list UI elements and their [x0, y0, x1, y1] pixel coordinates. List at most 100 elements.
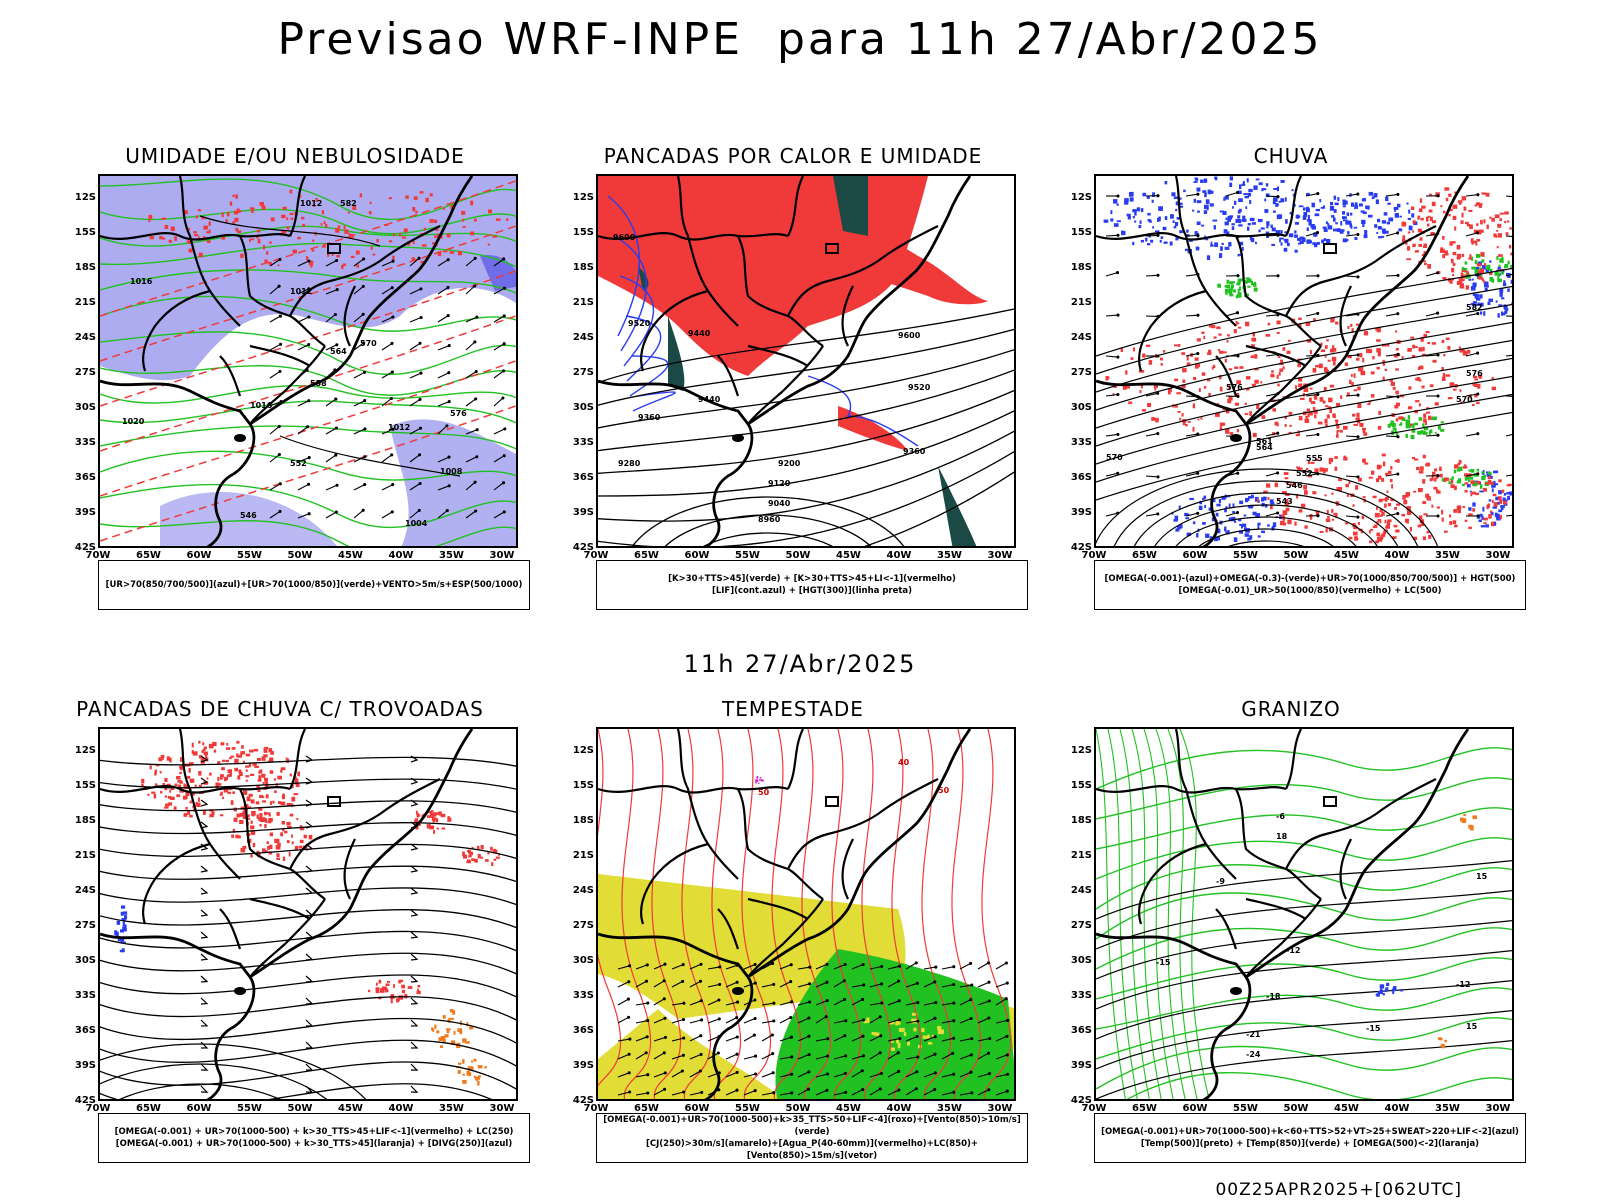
- contour-label: 552: [1296, 469, 1313, 478]
- lat-tick-label: 27S: [1070, 367, 1092, 378]
- contour-label: 1012: [290, 287, 312, 296]
- lat-tick-label: 21S: [1070, 297, 1092, 308]
- lon-tick-label: 30W: [1485, 550, 1511, 561]
- lat-tick-label: 24S: [1070, 885, 1092, 896]
- lon-tick-label: 65W: [136, 1103, 161, 1114]
- contour-label: 15: [1466, 1022, 1478, 1031]
- lon-tick-label: 45W: [836, 550, 861, 561]
- contour-label: 576: [450, 409, 467, 418]
- lat-tick-label: 18S: [572, 262, 594, 273]
- lon-tick-label: 70W: [85, 550, 111, 561]
- lat-tick-label: 30S: [572, 955, 594, 966]
- lat-tick-label: 42S: [74, 542, 96, 553]
- lat-tick-label: 21S: [74, 297, 96, 308]
- lat-tick-label: 15S: [74, 780, 96, 791]
- main-title: Previsao WRF-INPE para 11h 27/Abr/2025: [277, 14, 1323, 65]
- contour-label: 561: [1256, 437, 1273, 446]
- lat-tick-label: 36S: [1070, 472, 1092, 483]
- lat-tick-label: 42S: [74, 1095, 96, 1106]
- map-graphic: 1012 1012 1016 1020 1016 1008 1004 1012 576 570 56…: [100, 176, 516, 546]
- contour-label: 9360: [638, 413, 661, 422]
- lat-tick-label: 36S: [1070, 1025, 1092, 1036]
- lon-tick-label: 65W: [634, 550, 659, 561]
- lat-tick-label: 21S: [572, 297, 594, 308]
- lat-tick-label: 18S: [572, 815, 594, 826]
- panel-umidade: UMIDADE E/OU NEBULOSIDADE 1012 1012 1016 102…: [60, 144, 530, 624]
- lon-tick-label: 55W: [1233, 550, 1258, 561]
- contour-label: 570: [1456, 395, 1473, 404]
- contour-label: 570: [1106, 453, 1123, 462]
- legend-box: [K>30+TTS>45](verde) + [K>30+TTS>45+LI<-…: [596, 560, 1028, 610]
- lat-tick-label: 12S: [74, 745, 96, 756]
- lat-tick-label: 39S: [74, 507, 96, 518]
- lon-tick-label: 45W: [1334, 550, 1359, 561]
- lon-tick-label: 55W: [735, 550, 760, 561]
- contour-label: 576: [1466, 369, 1483, 378]
- contour-label: 1020: [122, 417, 145, 426]
- lon-tick-label: 60W: [186, 1103, 212, 1114]
- lat-tick-label: 39S: [1070, 1060, 1092, 1071]
- lon-tick-label: 50W: [1283, 550, 1309, 561]
- lat-tick-label: 12S: [74, 192, 96, 203]
- map-plot: 582 576 570 564 561 555 552 546 543 576 570: [1094, 174, 1514, 548]
- lat-tick-label: 33S: [572, 990, 594, 1001]
- legend-line: [LIF](cont.azul) + [HGT(300)](linha pret…: [711, 586, 913, 596]
- contour-label: 9520: [908, 383, 931, 392]
- lon-tick-label: 60W: [684, 550, 710, 561]
- contour-label: 582: [1466, 303, 1483, 312]
- lon-tick-label: 60W: [1182, 1103, 1208, 1114]
- contour-label: -24: [1246, 1050, 1261, 1059]
- contour-label: 576: [1226, 383, 1243, 392]
- panel-title: PANCADAS DE CHUVA C/ TROVOADAS: [76, 697, 484, 721]
- lon-tick-label: 45W: [836, 1103, 861, 1114]
- contour-label: 552: [290, 459, 307, 468]
- lat-tick-label: 30S: [74, 402, 96, 413]
- panel-granizo: GRANIZO -12 -15 -18 -21 -24 -12 -15 15 15 18 -9 -6 12…: [1056, 697, 1526, 1177]
- lat-tick-label: 21S: [572, 850, 594, 861]
- legend-line: [OMEGA(-0.001)+UR>70(1000-500)+k>35_TTS>…: [603, 1115, 1021, 1137]
- contour-label: -18: [1266, 992, 1281, 1001]
- lon-tick-label: 50W: [287, 1103, 313, 1114]
- contour-label: 546: [1286, 481, 1303, 490]
- lat-tick-label: 36S: [74, 472, 96, 483]
- contour-label: -6: [1276, 812, 1285, 821]
- lon-tick-label: 40W: [388, 1103, 414, 1114]
- lon-tick-label: 60W: [1182, 550, 1208, 561]
- lon-tick-label: 70W: [1081, 1103, 1107, 1114]
- lat-tick-label: 42S: [572, 542, 594, 553]
- lon-tick-label: 35W: [937, 1103, 962, 1114]
- lon-tick-label: 60W: [186, 550, 212, 561]
- lon-tick-label: 40W: [1384, 550, 1410, 561]
- contour-label: 9040: [768, 499, 791, 508]
- contour-label: 1016: [250, 401, 273, 410]
- lat-tick-label: 18S: [1070, 262, 1092, 273]
- lat-tick-label: 12S: [572, 192, 594, 203]
- map-graphic: -12 -15 -18 -21 -24 -12 -15 15 15 18 -9 -6: [1096, 729, 1512, 1099]
- lat-tick-label: 18S: [1070, 815, 1092, 826]
- lon-tick-label: 45W: [338, 550, 363, 561]
- contour-label: 8960: [758, 515, 781, 524]
- lon-tick-label: 60W: [684, 1103, 710, 1114]
- lat-tick-label: 36S: [74, 1025, 96, 1036]
- contour-label: 40: [898, 758, 910, 767]
- lon-tick-label: 70W: [85, 1103, 111, 1114]
- lon-tick-label: 30W: [1485, 1103, 1511, 1114]
- contour-label: 9200: [778, 459, 801, 468]
- panel-title: PANCADAS POR CALOR E UMIDADE: [603, 144, 983, 168]
- legend-box: [OMEGA(-0.001) + UR>70(1000-500) + k>30_…: [98, 1113, 530, 1163]
- lat-tick-label: 12S: [1070, 192, 1092, 203]
- legend-line: [OMEGA(-0.001) + UR>70(1000-500) + k>30_…: [115, 1139, 513, 1149]
- lat-tick-label: 21S: [1070, 850, 1092, 861]
- contour-label: 18: [1276, 832, 1288, 841]
- lat-tick-label: 24S: [74, 885, 96, 896]
- lat-tick-label: 24S: [572, 332, 594, 343]
- lat-tick-label: 15S: [1070, 227, 1092, 238]
- map-plot: 50 40 50: [596, 727, 1016, 1101]
- legend-box: [OMEGA(-0.001)+UR>70(1000-500)+k>35_TTS>…: [596, 1113, 1028, 1163]
- contour-label: 1008: [440, 467, 463, 476]
- lon-tick-label: 35W: [439, 550, 464, 561]
- contour-label: -9: [1216, 877, 1225, 886]
- lat-tick-label: 33S: [1070, 437, 1092, 448]
- lat-tick-label: 27S: [1070, 920, 1092, 931]
- contour-label: 543: [1276, 497, 1293, 506]
